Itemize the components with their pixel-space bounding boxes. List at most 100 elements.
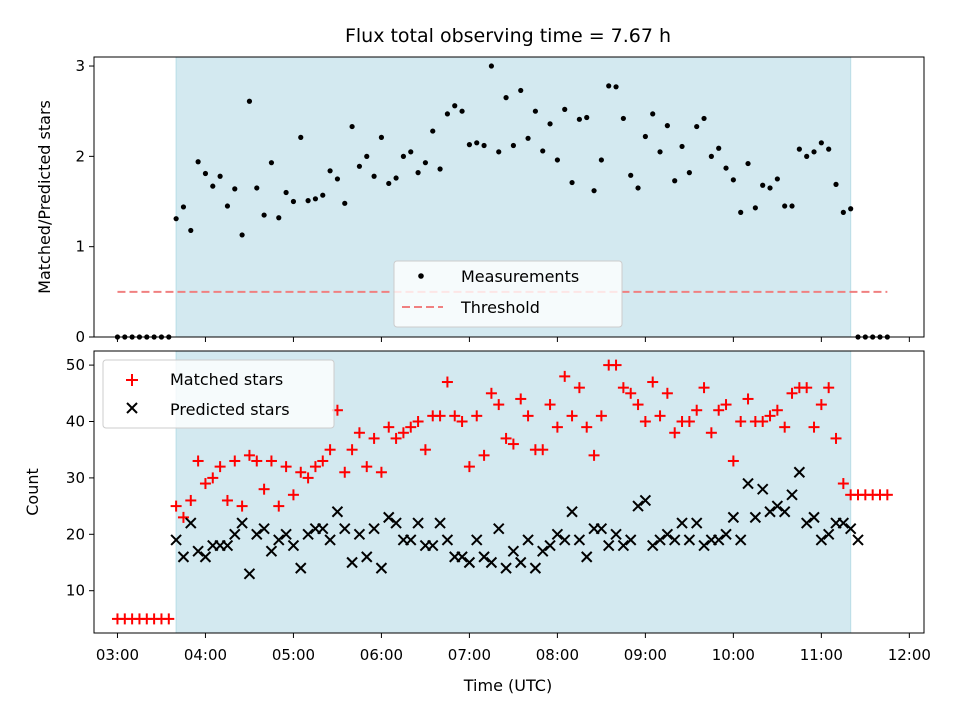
predicted-star-point bbox=[302, 528, 314, 541]
measurement-point bbox=[298, 134, 304, 140]
measurement-point bbox=[496, 149, 502, 155]
predicted-star-point bbox=[177, 551, 190, 563]
predicted-star-point bbox=[771, 500, 784, 512]
predicted-star-point bbox=[639, 494, 652, 507]
predicted-star-point bbox=[647, 539, 659, 552]
predicted-star-point bbox=[280, 528, 292, 541]
measurement-point bbox=[540, 148, 546, 154]
measurement-point bbox=[349, 123, 355, 130]
measurement-point bbox=[789, 203, 795, 209]
measurement-point bbox=[378, 134, 385, 140]
predicted-star-point bbox=[734, 534, 747, 546]
matched-star-point bbox=[295, 466, 307, 478]
predicted-star-point bbox=[170, 534, 182, 546]
matched-star-point bbox=[830, 432, 842, 444]
measurement-point bbox=[327, 168, 333, 174]
predicted-star-point bbox=[632, 500, 644, 512]
matched-star-point bbox=[581, 421, 593, 433]
matched-star-point bbox=[346, 444, 358, 456]
predicted-star-point bbox=[610, 528, 622, 541]
matched-star-point bbox=[361, 461, 373, 473]
measurement-point bbox=[804, 153, 810, 159]
matched-star-point bbox=[515, 393, 527, 405]
predicted-star-point bbox=[339, 522, 351, 535]
measurement-point bbox=[283, 189, 289, 196]
measurement-point bbox=[620, 115, 626, 122]
predicted-star-point bbox=[595, 522, 608, 535]
predicted-star-point bbox=[441, 534, 454, 546]
measurement-point bbox=[268, 160, 275, 166]
predicted-star-point bbox=[500, 562, 512, 574]
predicted-star-point bbox=[258, 522, 270, 535]
measurement-point bbox=[305, 198, 311, 204]
measurement-point bbox=[569, 179, 575, 186]
measurement-point bbox=[635, 185, 641, 191]
matched-star-point bbox=[243, 449, 255, 461]
measurement-point bbox=[774, 176, 780, 182]
chart-title: Flux total observing time = 7.67 h bbox=[345, 25, 671, 47]
measurement-point bbox=[679, 143, 685, 150]
measurement-point bbox=[723, 165, 729, 171]
plot-frame-top bbox=[93, 56, 925, 338]
measurement-point bbox=[694, 123, 700, 130]
measurement-point bbox=[320, 192, 326, 198]
predicted-star-point bbox=[471, 534, 483, 546]
predicted-star-point bbox=[654, 534, 666, 546]
measurement-point bbox=[474, 140, 480, 146]
x-axis-ticks-top bbox=[116, 337, 910, 342]
predicted-star-point bbox=[236, 517, 248, 529]
matched-star-point bbox=[837, 478, 849, 490]
matched-star-point bbox=[434, 410, 446, 422]
predicted-star-point bbox=[295, 562, 307, 574]
predicted-star-point bbox=[463, 556, 476, 569]
measurement-point bbox=[576, 116, 582, 122]
predicted-star-point bbox=[221, 539, 234, 552]
measurement-point bbox=[276, 215, 282, 221]
predicted-star-point bbox=[515, 556, 527, 569]
measurement-point bbox=[664, 123, 670, 129]
measurement-point bbox=[488, 63, 495, 69]
predicted-star-point bbox=[199, 551, 212, 563]
measurement-point bbox=[650, 111, 656, 117]
measurement-point bbox=[408, 149, 414, 155]
measurement-point bbox=[254, 185, 260, 191]
matched-star-point bbox=[302, 472, 314, 484]
matched-star-point bbox=[383, 421, 395, 433]
measurement-point bbox=[173, 216, 179, 222]
y-top-tick-label: 2 bbox=[75, 147, 85, 165]
matched-star-point bbox=[463, 461, 475, 473]
predicted-star-point bbox=[317, 522, 329, 535]
measurement-point bbox=[312, 196, 319, 202]
predicted-star-point bbox=[507, 545, 520, 557]
measurement-point bbox=[195, 159, 201, 165]
predicted-star-point bbox=[559, 534, 571, 546]
matched-star-point bbox=[287, 489, 299, 501]
matched-star-point bbox=[251, 455, 263, 467]
matched-star-point bbox=[221, 494, 233, 506]
matched-star-point bbox=[214, 461, 226, 473]
matched-star-point bbox=[309, 461, 321, 473]
predicted-star-point bbox=[544, 539, 556, 552]
predicted-star-point bbox=[852, 534, 864, 546]
matched-star-point bbox=[588, 449, 600, 461]
predicted-star-point bbox=[720, 528, 732, 541]
predicted-star-point bbox=[331, 506, 344, 518]
matched-star-point bbox=[669, 427, 681, 439]
predicted-star-point bbox=[712, 534, 725, 546]
measurement-point bbox=[459, 108, 465, 114]
measurement-point bbox=[466, 142, 473, 148]
predicted-star-point bbox=[727, 511, 740, 524]
measurement-point bbox=[716, 145, 722, 151]
matched-star-point bbox=[324, 444, 336, 456]
matched-star-point bbox=[779, 421, 791, 433]
matched-star-point bbox=[412, 416, 424, 427]
measurement-point bbox=[356, 163, 363, 169]
measurement-point bbox=[510, 142, 516, 149]
matched-star-point bbox=[449, 410, 461, 422]
matched-star-point bbox=[823, 382, 835, 394]
predicted-star-point bbox=[844, 522, 857, 535]
y-top-tick-label: 3 bbox=[75, 57, 85, 75]
legend-box-top bbox=[393, 260, 623, 328]
measurement-point bbox=[745, 160, 751, 167]
